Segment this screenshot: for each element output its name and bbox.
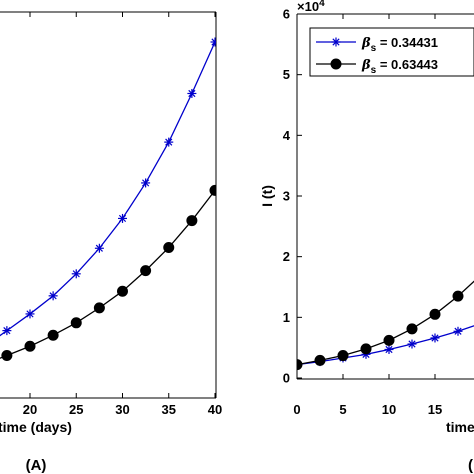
data-point xyxy=(24,340,36,352)
data-point xyxy=(186,215,198,227)
data-point xyxy=(140,265,152,277)
data-point xyxy=(297,359,303,371)
legend-swatch-marker xyxy=(331,37,341,47)
series-1 xyxy=(0,37,216,337)
legend-swatch-marker xyxy=(330,58,342,70)
y-tick-label: 3 xyxy=(283,189,290,204)
data-point xyxy=(163,242,175,254)
data-point xyxy=(360,343,372,355)
data-point xyxy=(71,269,81,279)
data-point xyxy=(406,323,418,335)
data-point xyxy=(430,333,440,343)
data-point xyxy=(383,334,395,346)
data-point xyxy=(118,213,127,223)
y-tick-label: 5 xyxy=(283,67,290,82)
x-tick-label: 25 xyxy=(69,402,83,417)
data-point xyxy=(429,308,441,320)
series-2 xyxy=(0,184,216,361)
data-point xyxy=(48,291,58,301)
series-2 xyxy=(297,280,474,371)
x-axis-label: time (days) xyxy=(0,419,72,435)
data-point xyxy=(384,344,394,354)
x-axis-label: time xyxy=(446,419,474,435)
x-tick-label: 15 xyxy=(428,402,442,417)
x-tick-label: 5 xyxy=(339,402,346,417)
x-tick-label: 20 xyxy=(23,402,37,417)
data-point xyxy=(337,350,349,362)
y-exponent-label: ×104 xyxy=(297,0,325,14)
y-tick-label: 1 xyxy=(283,310,290,325)
plot-area-b xyxy=(297,280,474,371)
y-tick-label: 6 xyxy=(283,7,290,22)
data-point xyxy=(93,302,105,314)
data-point xyxy=(141,178,151,188)
data-point xyxy=(94,243,104,253)
chart-panel-a: 20 25 30 35 40 time (days) (A) xyxy=(0,11,222,474)
data-point xyxy=(407,339,417,349)
data-point xyxy=(25,309,35,319)
data-point xyxy=(2,326,12,336)
data-point xyxy=(210,37,216,47)
panel-label-b: (B) xyxy=(468,457,474,474)
data-point xyxy=(453,326,463,336)
panel-label-a: (A) xyxy=(26,457,47,474)
x-tick-label: 40 xyxy=(208,402,222,417)
series-line xyxy=(297,280,474,366)
plot-area-a xyxy=(0,37,216,361)
data-point xyxy=(314,354,326,366)
data-point xyxy=(209,184,216,196)
x-tick-label: 30 xyxy=(115,402,129,417)
series-line xyxy=(0,189,216,359)
x-tick-label: 35 xyxy=(162,402,176,417)
x-tick-label: 10 xyxy=(382,402,396,417)
data-point xyxy=(1,349,13,361)
series-line xyxy=(0,41,216,337)
legend: βs = 0.34431 βs = 0.63443 xyxy=(309,27,474,77)
x-tick-label: 0 xyxy=(293,402,300,417)
legend-entry-2: βs = 0.63443 xyxy=(361,57,438,76)
chart-panel-b: 0 1 2 3 4 5 6 0 5 10 15 I (t) ×104 time (B) βs = 0.3443… xyxy=(259,0,474,474)
data-point xyxy=(164,137,174,147)
y-tick-label: 2 xyxy=(283,249,290,264)
data-point xyxy=(47,329,59,341)
data-point xyxy=(117,285,128,297)
data-point xyxy=(70,317,82,329)
data-point xyxy=(452,290,464,302)
y-axis-label: I (t) xyxy=(259,185,275,207)
y-tick-label: 0 xyxy=(283,371,290,386)
legend-entry-1: βs = 0.34431 xyxy=(361,35,438,54)
data-point xyxy=(187,88,197,98)
y-tick-label: 4 xyxy=(283,128,291,143)
